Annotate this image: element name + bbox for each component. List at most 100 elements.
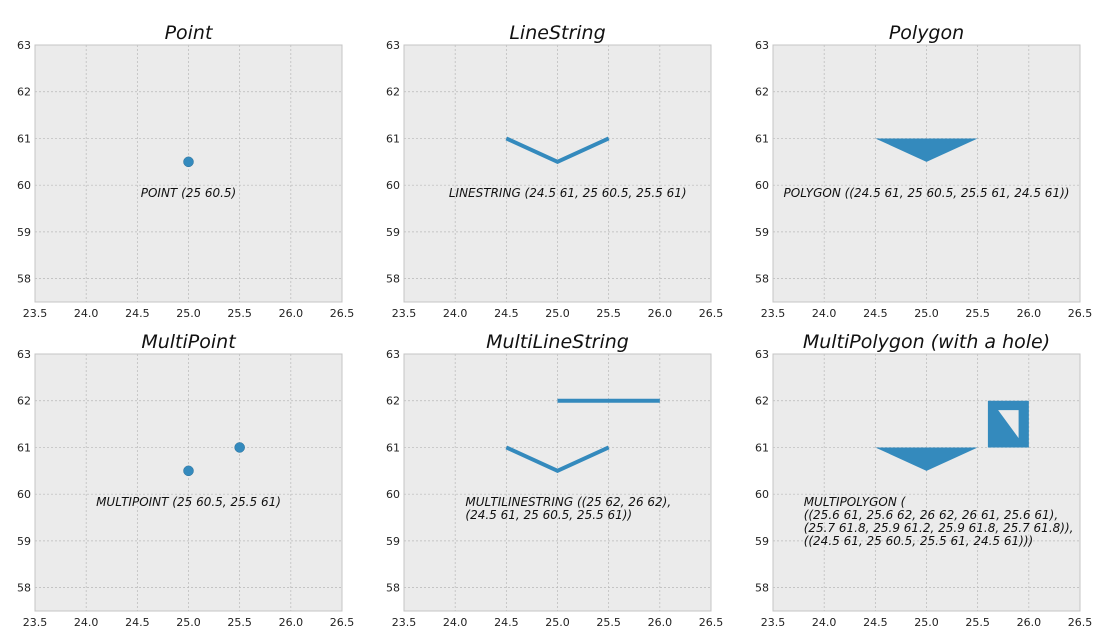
x-tick-label: 23.5 bbox=[761, 307, 786, 320]
plot-frame bbox=[34, 353, 343, 612]
y-tick-label: 58 bbox=[755, 273, 769, 286]
x-tick-label: 25.5 bbox=[227, 616, 252, 629]
x-tick-label: 25.0 bbox=[914, 616, 939, 629]
subplot-title: LineString bbox=[509, 22, 605, 44]
x-tick-label: 24.5 bbox=[125, 307, 150, 320]
x-tick-label: 25.0 bbox=[176, 307, 201, 320]
subplot-3: 23.5 24.0 24.5 25.0 25.5 26.0 26.5 58 59 60 61 62 63… bbox=[755, 22, 1092, 320]
wkt-annotation: POLYGON ((24.5 61, 25 60.5, 25.5 61, 24.… bbox=[784, 186, 1070, 200]
subplot-4: 23.5 24.0 24.5 25.0 25.5 26.0 26.5 58 59 60 61 62 63… bbox=[17, 331, 354, 629]
x-tick-label: 26.5 bbox=[699, 616, 724, 629]
y-tick-label: 61 bbox=[386, 441, 400, 454]
x-tick-label: 24.5 bbox=[125, 616, 150, 629]
y-tick-label: 61 bbox=[17, 441, 31, 454]
y-tick-label: 62 bbox=[386, 395, 400, 408]
x-tick-label: 23.5 bbox=[392, 616, 417, 629]
y-tick-label: 59 bbox=[17, 535, 31, 548]
x-tick-label: 23.5 bbox=[761, 616, 786, 629]
y-tick-label: 59 bbox=[755, 226, 769, 239]
x-tick-label: 26.5 bbox=[699, 307, 724, 320]
wkt-annotation: LINESTRING (24.5 61, 25 60.5, 25.5 61) bbox=[449, 186, 687, 200]
plot-frame bbox=[403, 44, 712, 303]
y-tick-label: 62 bbox=[755, 86, 769, 99]
y-tick-label: 61 bbox=[386, 132, 400, 145]
x-tick-label: 26.0 bbox=[648, 616, 673, 629]
x-tick-label: 23.5 bbox=[23, 307, 48, 320]
x-tick-label: 25.0 bbox=[176, 616, 201, 629]
wkt-annotation: MULTIPOLYGON ( bbox=[804, 495, 907, 509]
x-tick-label: 25.0 bbox=[914, 307, 939, 320]
polygon-shape bbox=[987, 400, 1029, 448]
plot-frame bbox=[34, 44, 343, 303]
wkt-annotation: POINT (25 60.5) bbox=[141, 186, 237, 200]
x-tick-label: 24.5 bbox=[863, 307, 888, 320]
polygon-shape bbox=[875, 138, 978, 162]
plot-frame bbox=[772, 44, 1081, 303]
y-tick-label: 59 bbox=[17, 226, 31, 239]
subplot-title: MultiLineString bbox=[486, 331, 629, 353]
wkt-annotation: (25.7 61.8, 25.9 61.2, 25.9 61.8, 25.7 6… bbox=[804, 521, 1074, 535]
x-tick-label: 26.0 bbox=[279, 616, 304, 629]
x-tick-label: 26.5 bbox=[330, 307, 355, 320]
y-tick-label: 58 bbox=[17, 273, 31, 286]
wkt-annotation: ((25.6 61, 25.6 62, 26 62, 26 61, 25.6 6… bbox=[804, 508, 1058, 522]
y-tick-label: 61 bbox=[755, 441, 769, 454]
x-tick-label: 25.5 bbox=[596, 307, 621, 320]
subplot-2: 23.5 24.0 24.5 25.0 25.5 26.0 26.5 58 59 60 61 62 63… bbox=[386, 22, 723, 320]
subplot-6: 23.5 24.0 24.5 25.0 25.5 26.0 26.5 58 59 60 61 62 63… bbox=[755, 331, 1092, 629]
subplot-5: 23.5 24.0 24.5 25.0 25.5 26.0 26.5 58 59 60 61 62 63… bbox=[386, 331, 723, 629]
y-tick-label: 60 bbox=[755, 488, 769, 501]
x-tick-label: 26.5 bbox=[1068, 616, 1093, 629]
wkt-annotation: MULTIPOINT (25 60.5, 25.5 61) bbox=[96, 495, 281, 509]
x-tick-label: 24.0 bbox=[443, 307, 468, 320]
x-tick-label: 26.0 bbox=[1017, 616, 1042, 629]
x-tick-label: 23.5 bbox=[392, 307, 417, 320]
subplot-1: 23.5 24.0 24.5 25.0 25.5 26.0 26.5 58 59 60 61 62 63… bbox=[17, 22, 354, 320]
subplot-title: Polygon bbox=[889, 22, 964, 44]
x-tick-label: 25.5 bbox=[596, 616, 621, 629]
wkt-annotation: MULTILINESTRING ((25 62, 26 62), bbox=[465, 495, 671, 509]
x-tick-label: 26.0 bbox=[648, 307, 673, 320]
x-tick-label: 26.5 bbox=[1068, 307, 1093, 320]
y-tick-label: 58 bbox=[17, 582, 31, 595]
subplot-title: MultiPolygon (with a hole) bbox=[803, 331, 1050, 353]
x-tick-label: 24.5 bbox=[863, 616, 888, 629]
subplot-title: Point bbox=[165, 22, 214, 44]
x-tick-label: 24.0 bbox=[74, 307, 99, 320]
x-tick-label: 24.5 bbox=[494, 307, 519, 320]
x-tick-label: 26.0 bbox=[1017, 307, 1042, 320]
y-tick-label: 60 bbox=[17, 488, 31, 501]
y-tick-label: 60 bbox=[755, 179, 769, 192]
y-tick-label: 60 bbox=[386, 179, 400, 192]
y-tick-label: 63 bbox=[17, 348, 31, 361]
wkt-annotation: (24.5 61, 25 60.5, 25.5 61)) bbox=[465, 508, 632, 522]
x-tick-label: 24.0 bbox=[74, 616, 99, 629]
point-marker bbox=[234, 442, 245, 453]
y-tick-label: 61 bbox=[755, 132, 769, 145]
x-tick-label: 26.5 bbox=[330, 616, 355, 629]
y-tick-label: 63 bbox=[755, 348, 769, 361]
line-series bbox=[505, 136, 610, 165]
point-marker bbox=[183, 156, 194, 168]
y-tick-label: 62 bbox=[386, 86, 400, 99]
wkt-annotation: ((24.5 61, 25 60.5, 25.5 61, 24.5 61))) bbox=[804, 534, 1034, 548]
y-tick-label: 63 bbox=[755, 39, 769, 52]
y-tick-label: 63 bbox=[17, 39, 31, 52]
subplot-title: MultiPoint bbox=[141, 331, 237, 353]
x-tick-label: 25.0 bbox=[545, 616, 570, 629]
y-tick-label: 62 bbox=[755, 395, 769, 408]
y-tick-label: 62 bbox=[17, 86, 31, 99]
y-tick-label: 58 bbox=[386, 273, 400, 286]
x-tick-label: 25.5 bbox=[965, 307, 990, 320]
plot-frame bbox=[403, 353, 712, 612]
x-tick-label: 23.5 bbox=[23, 616, 48, 629]
x-tick-label: 25.5 bbox=[227, 307, 252, 320]
y-tick-label: 60 bbox=[17, 179, 31, 192]
y-tick-label: 61 bbox=[17, 132, 31, 145]
x-tick-label: 24.0 bbox=[812, 307, 837, 320]
y-tick-label: 59 bbox=[386, 226, 400, 239]
y-tick-label: 63 bbox=[386, 39, 400, 52]
y-tick-label: 58 bbox=[386, 582, 400, 595]
y-tick-label: 60 bbox=[386, 488, 400, 501]
